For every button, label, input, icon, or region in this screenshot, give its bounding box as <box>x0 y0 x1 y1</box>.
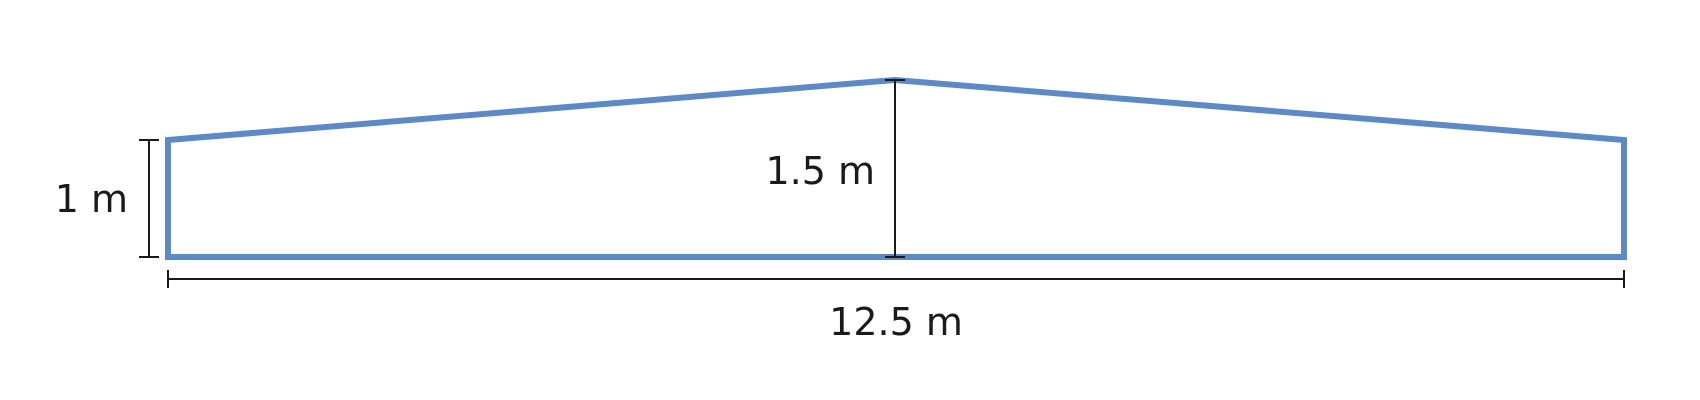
width-label: 12.5 m <box>829 300 963 344</box>
center-height-label: 1.5 m <box>765 149 875 193</box>
side-height-dimension <box>139 139 159 258</box>
center-height-dimension <box>885 79 905 258</box>
shape-outline <box>165 76 1627 260</box>
width-dimension <box>167 270 1625 288</box>
side-height-label: 1 m <box>55 177 128 221</box>
